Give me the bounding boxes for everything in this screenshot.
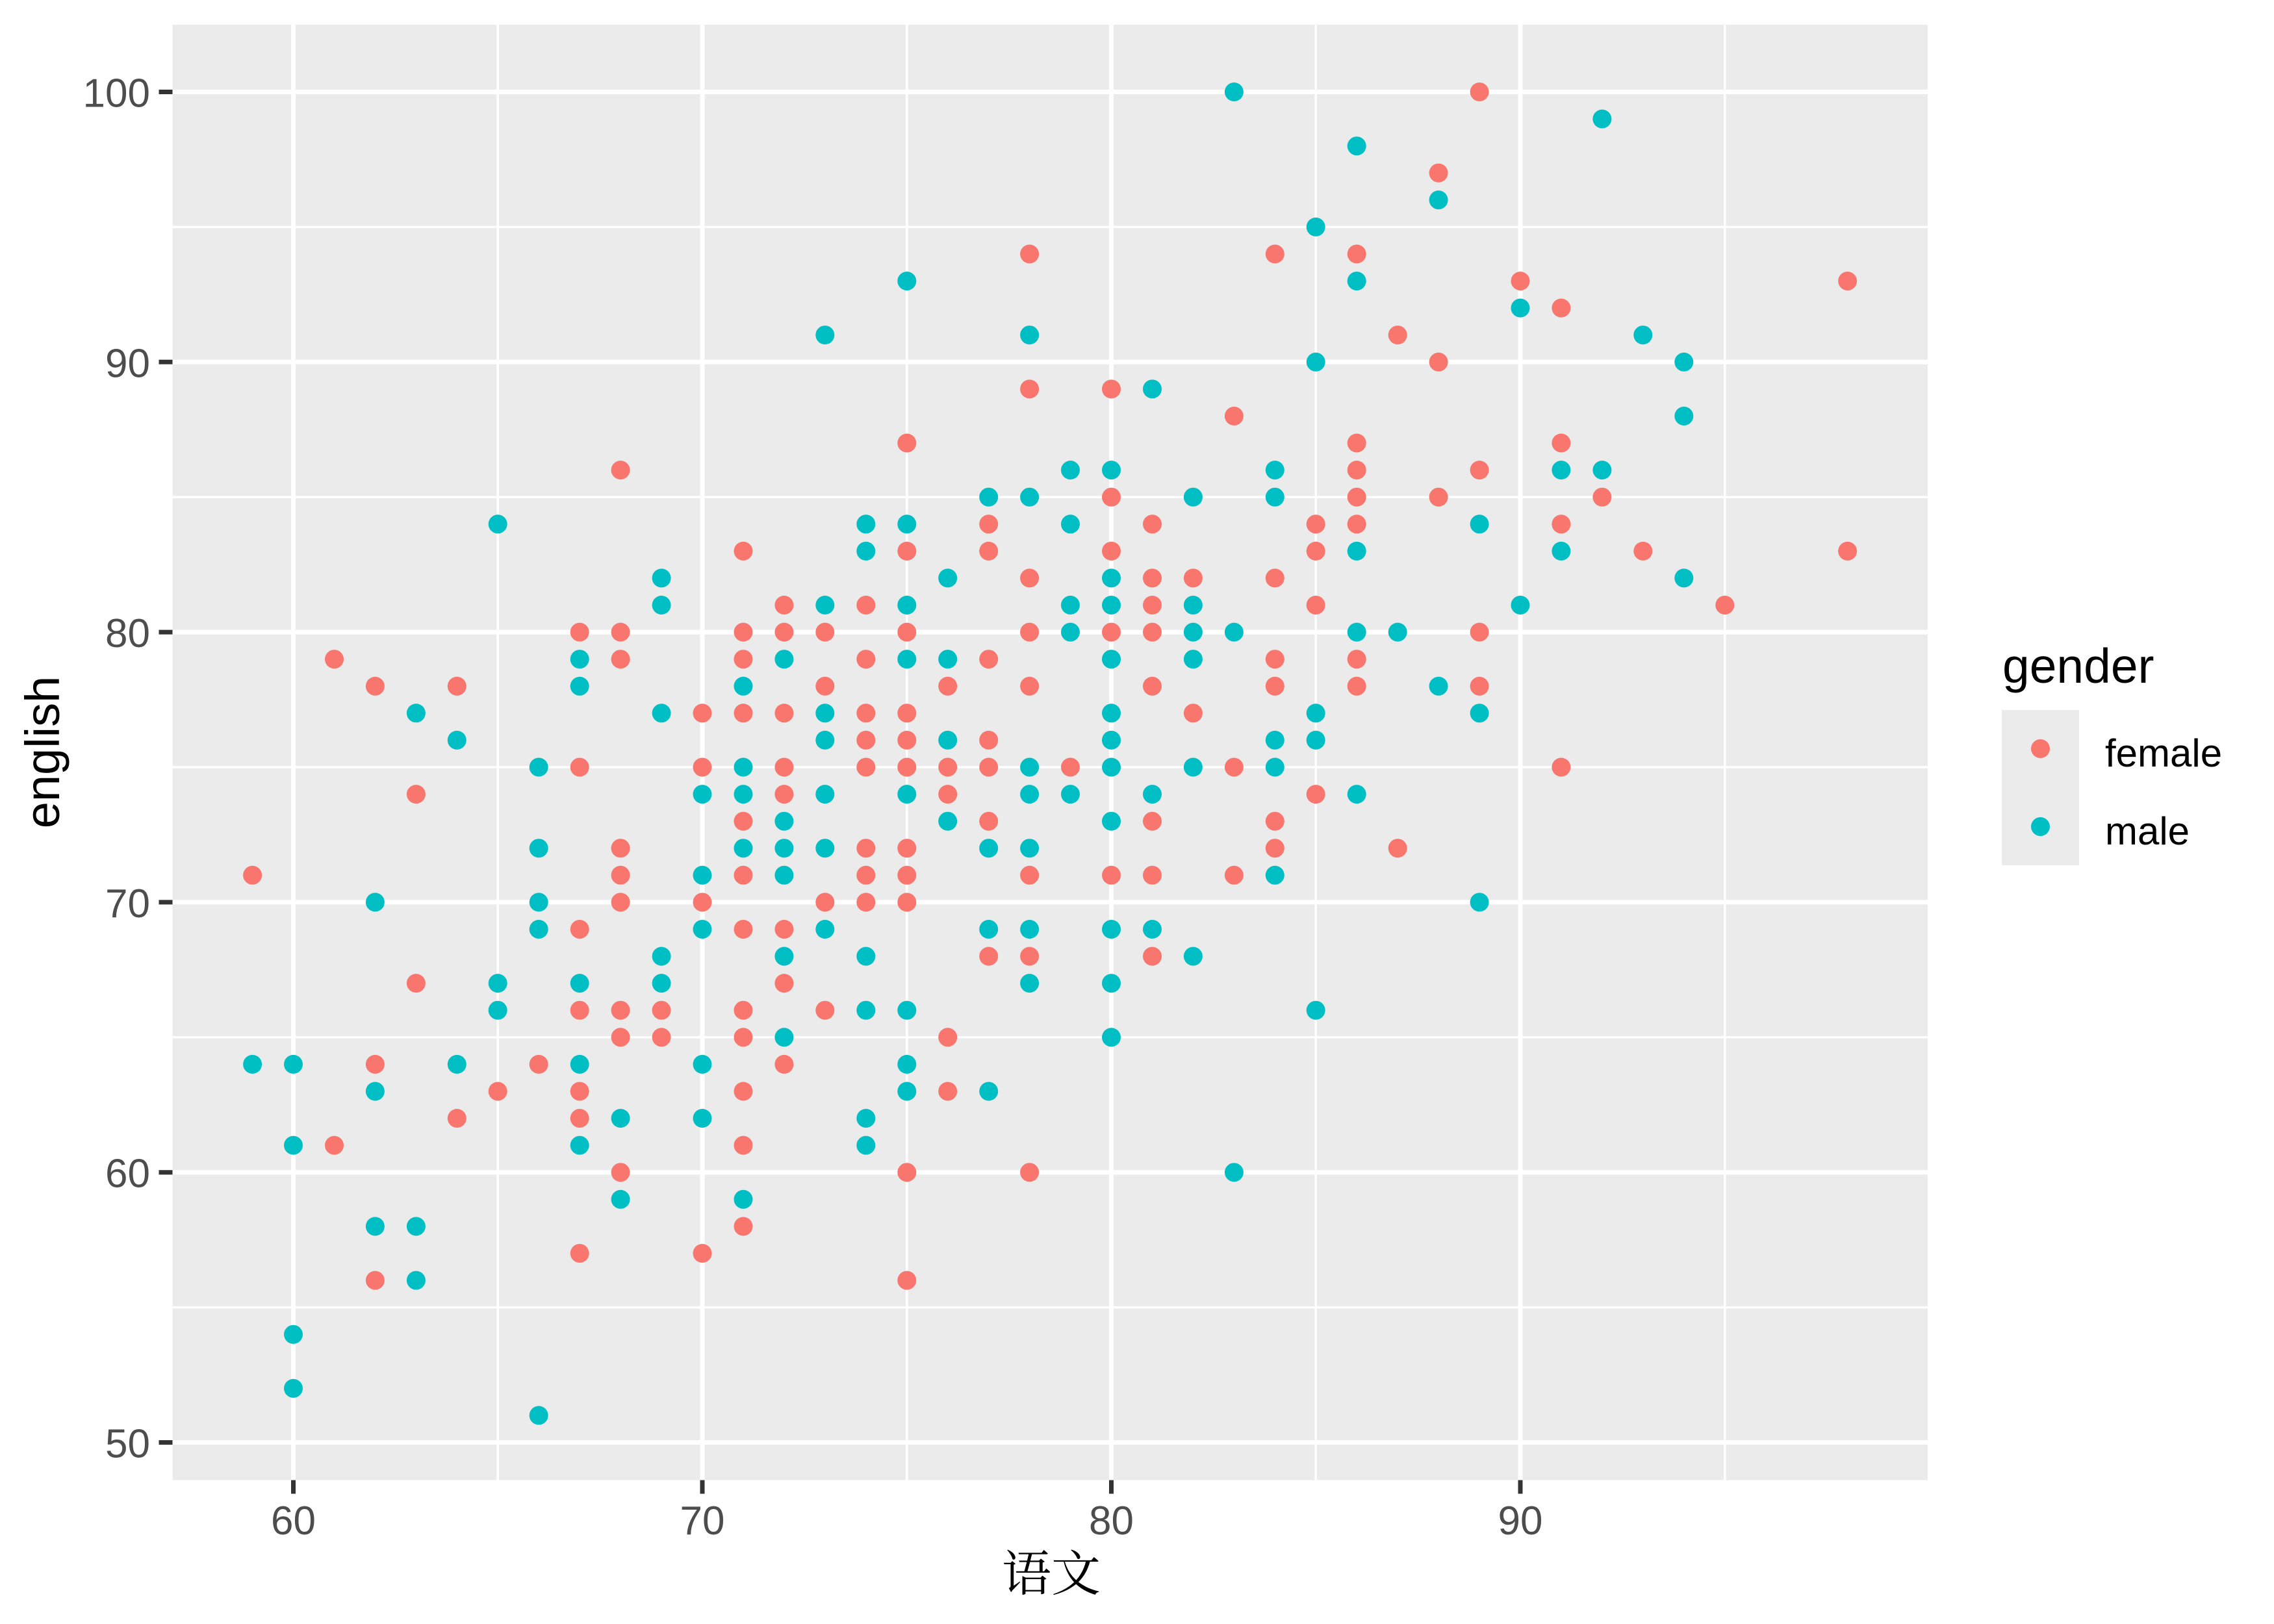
svg-text:english: english (16, 676, 70, 829)
svg-text:gender: gender (2002, 639, 2154, 693)
svg-text:50: 50 (105, 1422, 150, 1467)
svg-text:70: 70 (105, 882, 150, 926)
svg-text:60: 60 (271, 1499, 316, 1543)
svg-text:60: 60 (105, 1152, 150, 1197)
svg-text:90: 90 (105, 341, 150, 386)
svg-text:100: 100 (83, 71, 150, 116)
svg-text:90: 90 (1498, 1499, 1543, 1543)
svg-text:80: 80 (105, 611, 150, 656)
svg-text:male: male (2105, 809, 2190, 853)
svg-text:80: 80 (1089, 1499, 1134, 1543)
svg-text:female: female (2105, 731, 2222, 775)
svg-text:70: 70 (680, 1499, 725, 1543)
